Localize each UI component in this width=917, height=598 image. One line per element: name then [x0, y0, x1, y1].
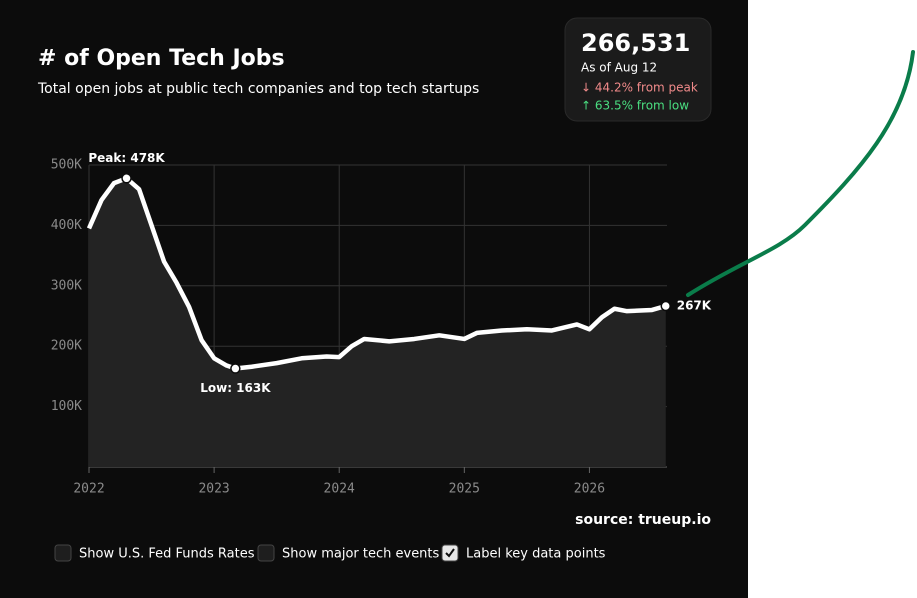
line [86, 176, 667, 371]
low-label: Low: 163K [200, 381, 271, 395]
annotation-stroke [686, 50, 915, 297]
stat-from-peak: ↓ 44.2% from peak [581, 81, 698, 95]
checkbox-label[interactable]: Label key data points [466, 547, 606, 562]
y-tick-label: 200K [51, 339, 82, 354]
stat-card [564, 17, 712, 122]
y-tick-label: 500K [51, 158, 82, 173]
peak-label: Peak: 478K [88, 151, 165, 165]
y-tick-label: 300K [51, 278, 82, 293]
chart-title: # of Open Tech Jobs [38, 46, 285, 71]
source: source: trueup.io [575, 512, 711, 528]
x-tick-label: 2022 [73, 482, 104, 497]
x-tick-label: 2026 [574, 482, 605, 497]
stat-date: As of Aug 12 [581, 61, 657, 75]
stat-value: 266,531 [581, 29, 690, 57]
x-tick-label: 2024 [324, 482, 355, 497]
area [89, 178, 666, 467]
y-tick-label: 400K [51, 218, 82, 233]
x-tick-label: 2023 [198, 482, 229, 497]
checkmark [445, 548, 455, 558]
checkbox-label[interactable]: Show U.S. Fed Funds Rates [79, 547, 255, 562]
key-point [660, 300, 671, 312]
key-point [230, 363, 241, 374]
key-point [121, 173, 132, 184]
checkbox[interactable] [54, 544, 72, 562]
stat-from-low: ↑ 63.5% from low [581, 99, 689, 113]
x-tick-label: 2025 [449, 482, 480, 497]
checkbox[interactable] [257, 544, 275, 562]
y-tick-label: 100K [51, 399, 82, 414]
last-label: 267K [677, 299, 712, 313]
checkbox-label[interactable]: Show major tech events [282, 547, 440, 562]
chart-subtitle: Total open jobs at public tech companies… [37, 81, 479, 97]
